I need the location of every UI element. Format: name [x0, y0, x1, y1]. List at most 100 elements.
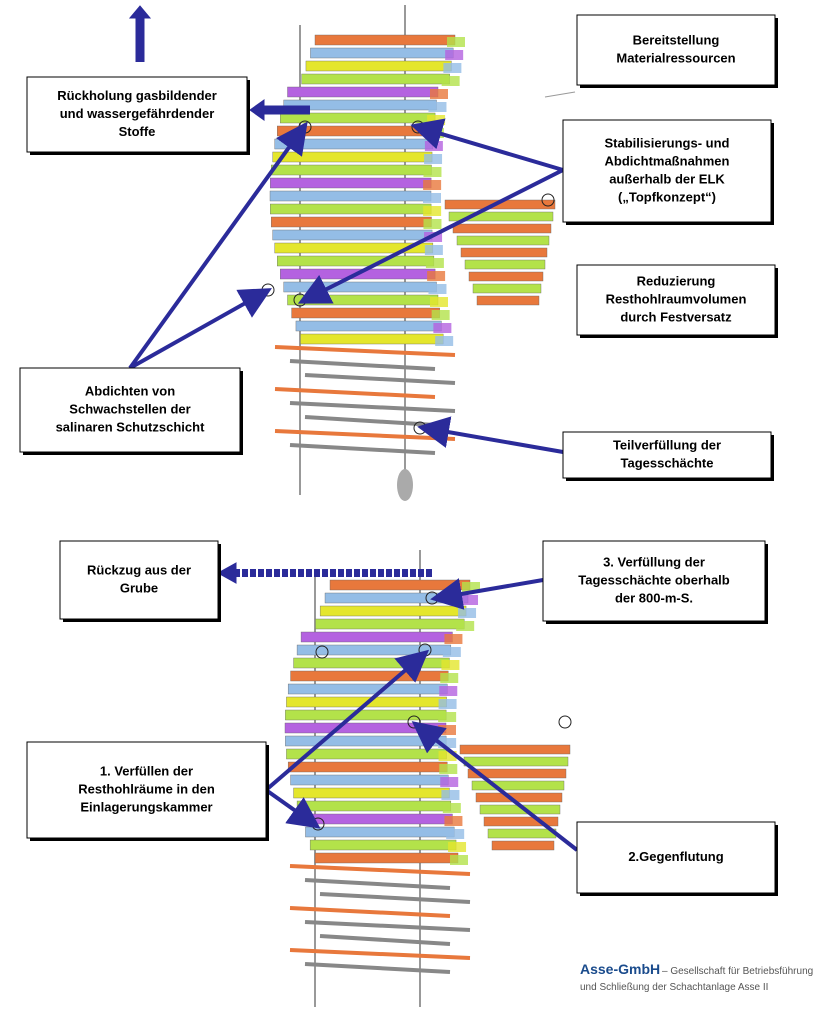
level [275, 139, 433, 149]
diagram: Rückholung gasbildenderund wassergefährd… [0, 0, 813, 1007]
level [297, 801, 451, 811]
level [294, 788, 450, 798]
level-edge [445, 50, 463, 60]
box-text: 2.Gegenflutung [628, 849, 723, 864]
level [270, 191, 431, 201]
level-edge [430, 89, 448, 99]
gallery [305, 964, 450, 972]
level-edge [433, 323, 451, 333]
level-edge [427, 271, 445, 281]
level-edge [435, 336, 453, 346]
level-edge [432, 310, 450, 320]
level [315, 853, 458, 863]
level [285, 736, 446, 746]
level [306, 61, 451, 71]
gallery [305, 880, 450, 888]
box-text: 1. Verfüllen der [100, 763, 193, 778]
level-edge [443, 803, 461, 813]
level [305, 827, 454, 837]
lobe [465, 260, 545, 269]
gallery [275, 347, 455, 355]
left-arrow-head [250, 100, 264, 120]
level [330, 580, 470, 590]
lobe [477, 296, 539, 305]
lobe [492, 841, 554, 850]
level-edge [426, 258, 444, 268]
level [315, 619, 464, 629]
box-text: Rückzug aus der [87, 562, 191, 577]
level-edge [446, 829, 464, 839]
gallery [290, 403, 455, 411]
level [296, 321, 441, 331]
box-text: Bereitstellung [633, 32, 720, 47]
level-edge [423, 219, 441, 229]
footer-text: und Schließung der Schachtanlage Asse II [580, 982, 768, 993]
box-text: Teilverfüllung der [613, 437, 721, 452]
level-edge [438, 712, 456, 722]
level-edge [439, 764, 457, 774]
level-edge [460, 595, 478, 605]
level [271, 217, 431, 227]
box-text: Materialressourcen [616, 50, 735, 65]
shaft-base [397, 469, 413, 501]
level [301, 632, 452, 642]
level-edge [430, 297, 448, 307]
lobe [473, 284, 541, 293]
level [284, 282, 437, 292]
level-edge [442, 76, 460, 86]
level-edge [444, 816, 462, 826]
level-edge [443, 63, 461, 73]
level-edge [440, 673, 458, 683]
label-box: ReduzierungResthohlraumvolumendurch Fest… [577, 265, 778, 338]
level-edge [441, 790, 459, 800]
box-text: Stabilisierungs- und [605, 135, 730, 150]
level-edge [444, 634, 462, 644]
level [270, 204, 431, 214]
level [310, 48, 453, 58]
level-edge [439, 686, 457, 696]
gallery [290, 445, 435, 453]
level-edge [438, 725, 456, 735]
level [271, 165, 431, 175]
level-edge [425, 141, 443, 151]
level [302, 74, 450, 84]
level-edge [427, 115, 445, 125]
box-text: („Topfkonzept“) [618, 189, 716, 204]
box-text: Resthohlräume in den [78, 781, 215, 796]
box-text: der 800-m-S. [615, 590, 693, 605]
level [285, 710, 446, 720]
label-box: 2.Gegenflutung [577, 822, 778, 896]
level [294, 658, 450, 668]
leader-line [545, 92, 575, 97]
lobe [476, 793, 562, 802]
gallery [320, 936, 450, 944]
arrow [130, 292, 265, 368]
level-edge [458, 608, 476, 618]
level [270, 178, 431, 188]
box-text: und wassergefährdender [60, 106, 215, 121]
level [288, 87, 439, 97]
box-text: Tagesschächte [621, 455, 714, 470]
box-text: Reduzierung [637, 273, 716, 288]
lobe [488, 829, 556, 838]
level [273, 152, 432, 162]
lobe [460, 745, 570, 754]
label-box: Stabilisierungs- und Abdichtmaßnahmen auße… [563, 120, 774, 225]
gallery [290, 866, 470, 874]
lobe [464, 757, 568, 766]
box-text: Abdichtmaßnahmen [605, 153, 730, 168]
level [277, 256, 434, 266]
box-text: Tagesschächte oberhalb [578, 572, 730, 587]
box-text: Einlagerungskammer [80, 799, 212, 814]
level-edge [456, 621, 474, 631]
gallery [290, 950, 470, 958]
box-text: Stoffe [119, 124, 156, 139]
label-box: 1. Verfüllen der Resthohlräume in den Einl… [27, 742, 269, 841]
box-text: außerhalb der ELK [609, 171, 725, 186]
box-text: Resthohlraumvolumen [606, 291, 747, 306]
gallery [305, 375, 455, 383]
lobe [457, 236, 549, 245]
